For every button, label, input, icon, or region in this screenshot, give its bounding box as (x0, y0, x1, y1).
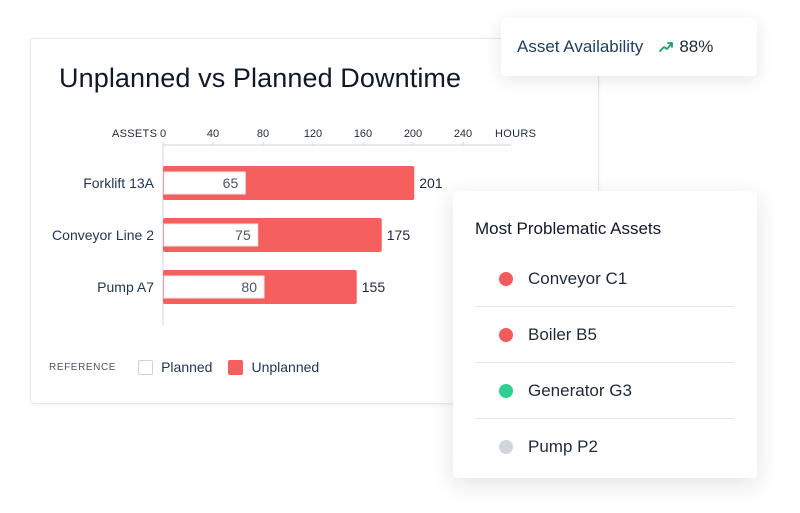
x-tick-label: 80 (257, 128, 269, 140)
legend-item-planned[interactable]: Planned (138, 359, 212, 375)
downtime-bar-chart: ASSETS HOURS 0 40 80 120 160 200 240 Forklift 13A… (52, 128, 536, 325)
status-dot-icon (499, 271, 513, 286)
category-label: Pump A7 (97, 279, 154, 295)
asset-list-item[interactable]: Generator G3 (475, 363, 734, 419)
legend-label-planned: Planned (161, 359, 213, 375)
category-label: Forklift 13A (83, 175, 154, 191)
x-tick-label: 40 (207, 128, 219, 140)
asset-list-item[interactable]: Conveyor C1 (475, 251, 734, 307)
legend-label-unplanned: Unplanned (251, 359, 320, 375)
x-tick-label: 160 (354, 128, 372, 140)
asset-list-item[interactable]: Boiler B5 (475, 307, 734, 363)
x-tick-label: 240 (454, 128, 472, 140)
bar-planned (163, 275, 265, 299)
legend-item-unplanned[interactable]: Unplanned (228, 359, 319, 375)
chart-title: Unplanned vs Planned Downtime (59, 63, 462, 93)
problematic-assets-list: Conveyor C1 Boiler B5 Generator G3 Pump P2 (475, 251, 734, 475)
trending-up-icon (659, 42, 674, 52)
data-label-unplanned: 201 (419, 175, 443, 191)
problematic-assets-card: Most Problematic Assets Conveyor C1 Boile… (453, 191, 757, 478)
data-label-unplanned: 175 (387, 227, 411, 243)
category-label: Conveyor Line 2 (52, 227, 154, 243)
legend-title: REFERENCE (49, 361, 117, 373)
x-tick-label: 120 (304, 128, 322, 140)
asset-availability-card: Asset Availability 88% (501, 18, 757, 76)
availability-value: 88% (679, 37, 714, 56)
x-axis-label: HOURS (495, 128, 536, 140)
chart-legend: REFERENCE Planned Unplanned (49, 359, 325, 375)
data-label-planned: 80 (241, 279, 257, 295)
asset-name: Generator G3 (528, 380, 632, 400)
bar-planned (163, 223, 259, 247)
data-label-unplanned: 155 (362, 279, 386, 295)
x-tick-label: 200 (404, 128, 422, 140)
data-label-planned: 65 (223, 175, 239, 191)
availability-label: Asset Availability (517, 37, 644, 56)
legend-swatch-unplanned (228, 359, 244, 375)
data-label-planned: 75 (235, 227, 251, 243)
x-tick-label: 0 (160, 128, 166, 140)
asset-list-item[interactable]: Pump P2 (475, 419, 734, 475)
asset-name: Conveyor C1 (528, 268, 628, 288)
legend-swatch-planned (138, 359, 154, 375)
status-dot-icon (499, 327, 513, 342)
status-dot-icon (499, 440, 513, 454)
problematic-assets-title: Most Problematic Assets (475, 219, 662, 238)
status-dot-icon (499, 383, 513, 398)
asset-name: Boiler B5 (528, 324, 597, 344)
bar-planned (163, 171, 246, 195)
y-axis-label: ASSETS (112, 128, 157, 140)
asset-name: Pump P2 (528, 437, 598, 456)
